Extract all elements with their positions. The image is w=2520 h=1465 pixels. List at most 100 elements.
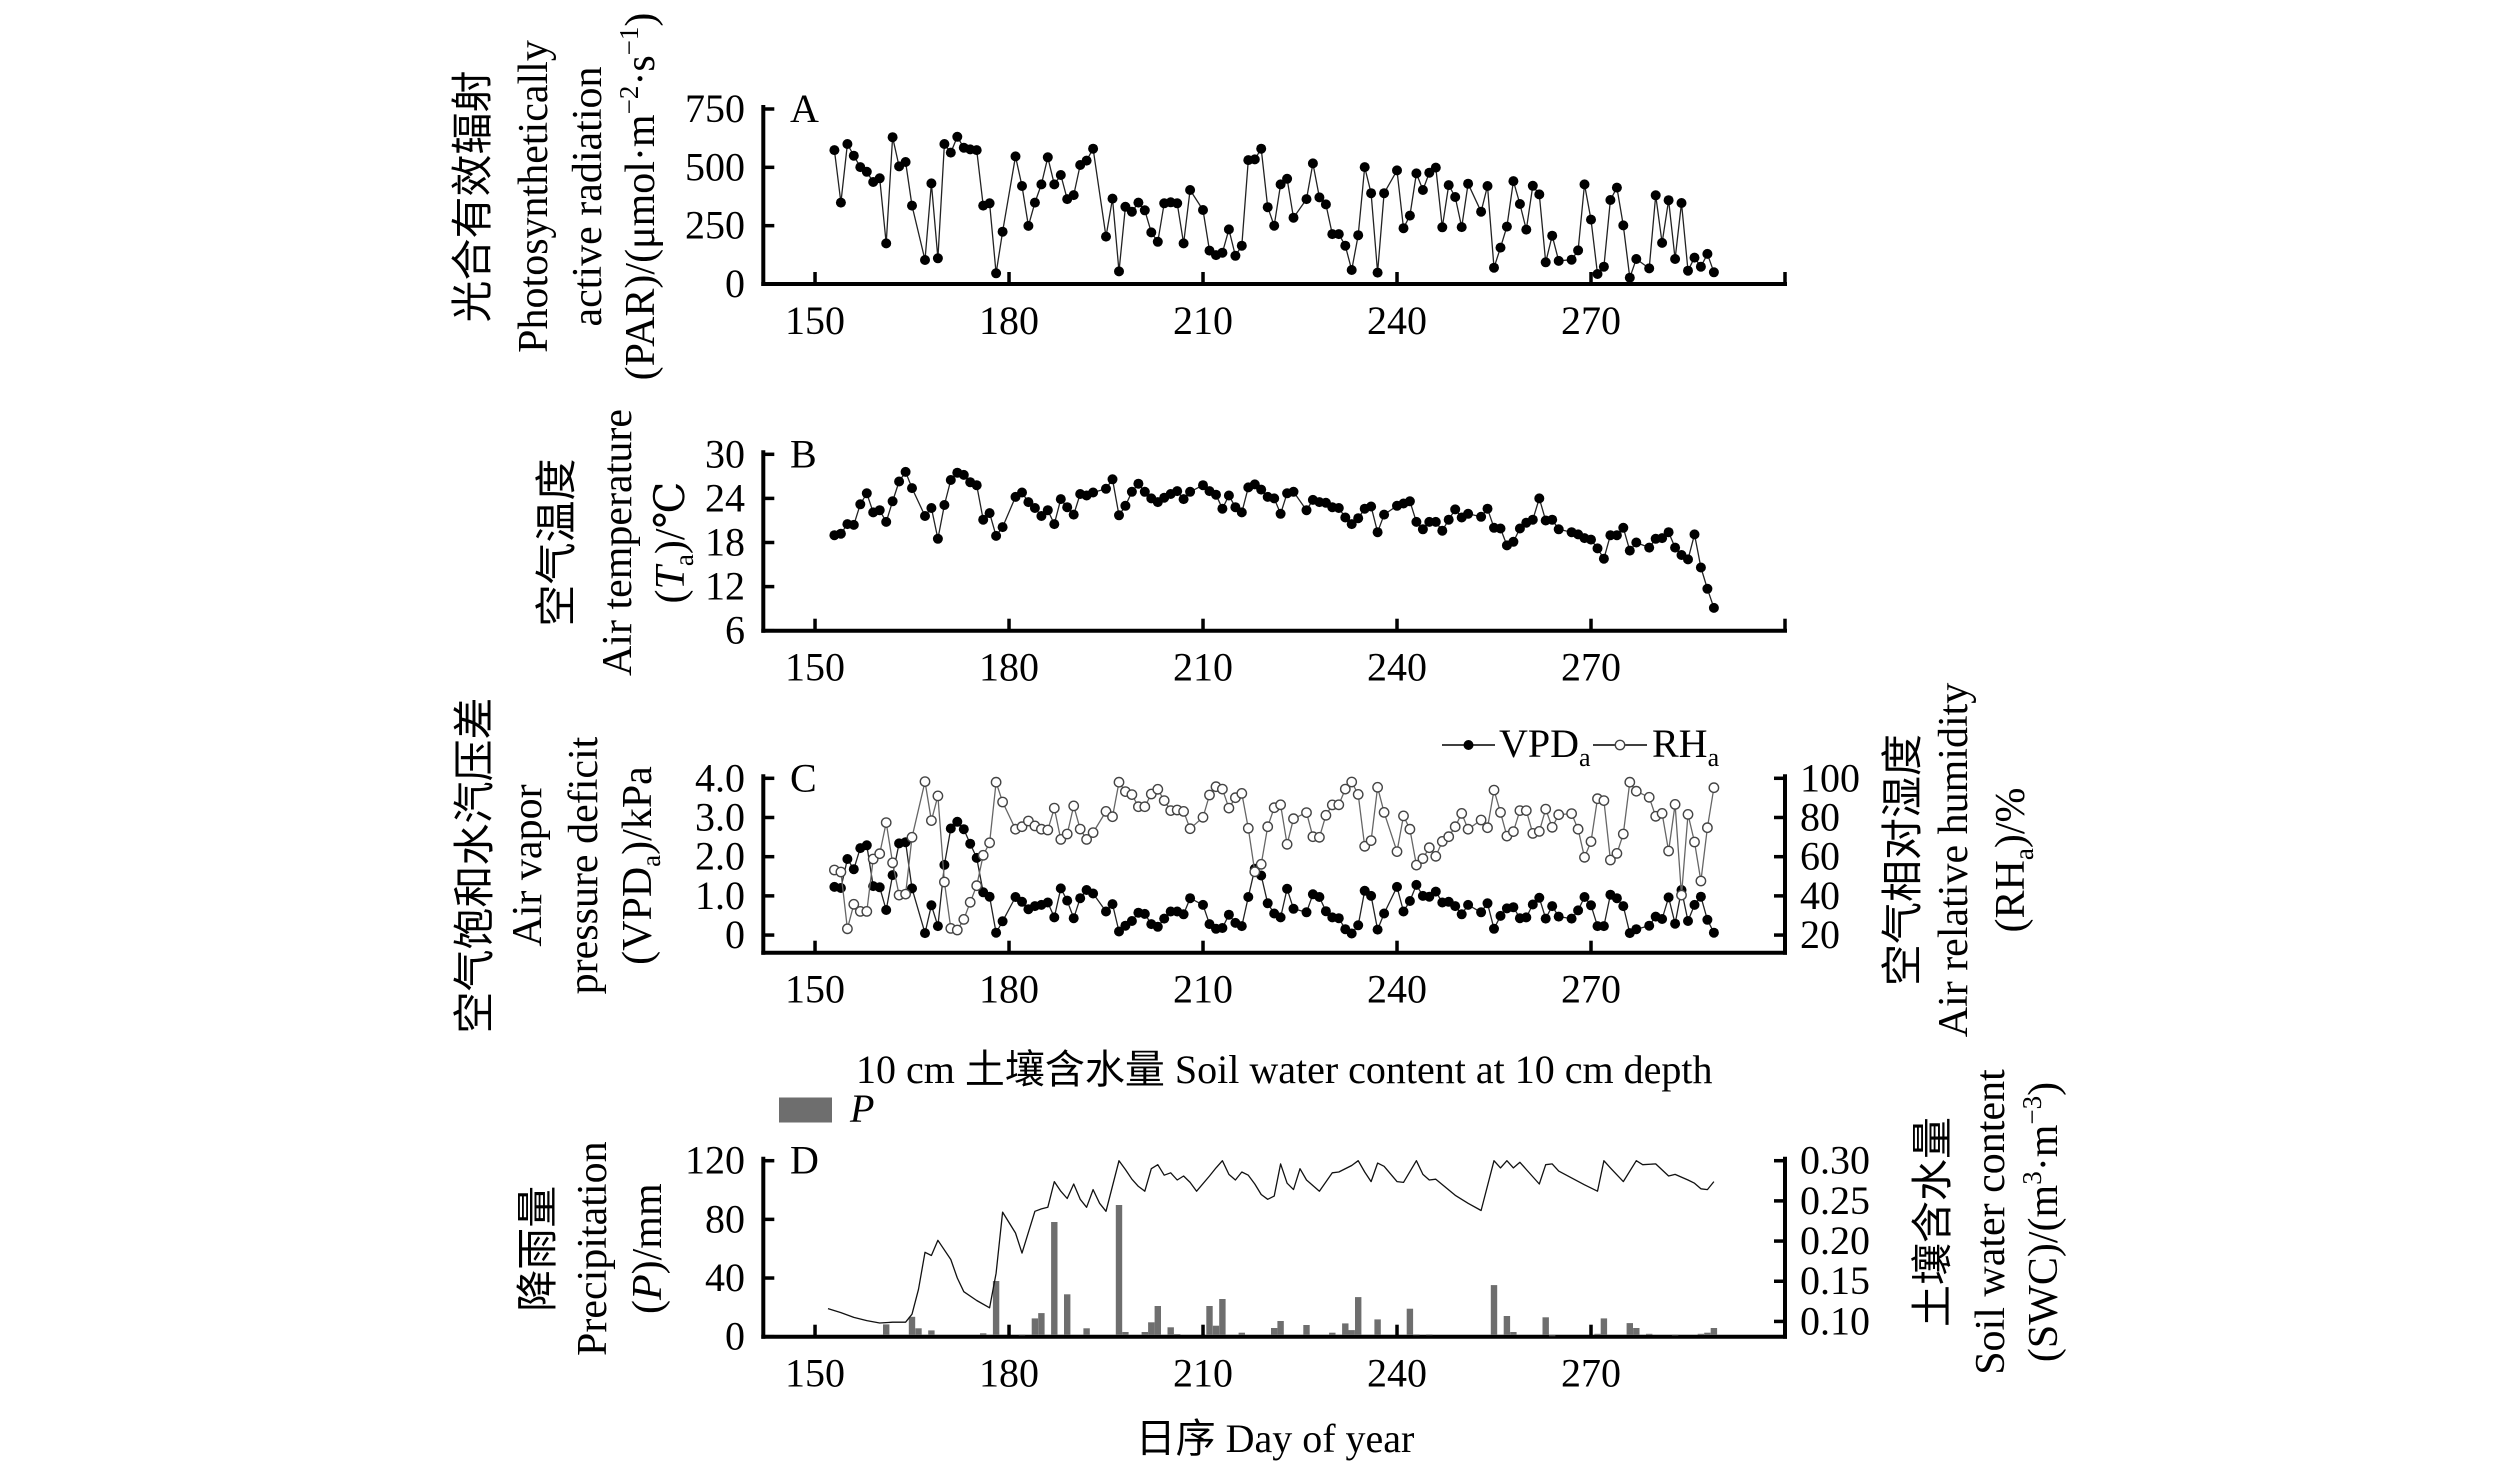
y2-tick-label: 80 [1800,794,1840,839]
data-point-vpd [1282,883,1293,894]
data-point-ta [1256,484,1267,495]
bar-p [1174,1334,1181,1335]
data-point-ta [1366,501,1377,512]
data-point-par [1592,269,1603,279]
text-segment: ( [625,1300,671,1314]
data-point-rh [1572,823,1584,835]
series-p [883,1205,1718,1337]
data-point-par [1618,220,1629,231]
data-point-par [1670,254,1681,264]
data-point-rh [1242,822,1254,834]
data-point-ta [958,469,969,480]
y-axis-title-line: 空气饱和水汽压差 [452,697,499,1033]
data-point-ta [1223,490,1234,501]
text-segment: 空气相对湿度 [1880,734,1927,986]
data-point-ta [1417,524,1428,535]
text-segment: 空气饱和水汽压差 [452,697,499,1033]
data-point-rh [1087,827,1099,838]
data-point-vpd [945,823,956,834]
data-point-ta [848,519,859,530]
data-point-par [1644,263,1655,274]
data-point-ta [1553,524,1564,535]
data-point-rh [1423,842,1435,854]
data-point-rh [1281,838,1293,850]
data-point-vpd [920,928,930,939]
bar-p [1406,1308,1414,1335]
data-point-ta [1411,516,1422,527]
x-tick-label: 270 [1561,1351,1621,1396]
x-tick-label: 270 [1561,645,1621,690]
data-point-vpd [1114,926,1124,937]
y-axis-title-line: Photosynthetically [511,40,557,353]
data-point-vpd [958,824,969,835]
data-point-ta [1598,553,1609,564]
bar-p [1633,1328,1640,1335]
x-tick-label: 150 [785,645,845,690]
data-point-vpd [1631,924,1642,935]
data-point-rh [1520,805,1532,816]
data-point-ta [1689,529,1700,540]
text-segment: 降雨量 [516,1186,562,1312]
bar-p [1646,1333,1653,1335]
bar-p [1348,1330,1355,1335]
data-point-rh [990,776,1002,788]
series-ta [829,466,1719,613]
x-tick-label: 240 [1367,645,1427,690]
bar-p [1510,1332,1517,1335]
text-segment: pressure deficit [561,736,607,994]
bar-p [1167,1327,1174,1335]
series-line-swc [827,1160,1715,1324]
data-point-par [945,147,956,158]
text-segment: a [1579,743,1591,772]
data-point-rh [842,923,853,935]
text-segment: active radiation [565,66,611,326]
data-point-par [1042,152,1053,163]
y-tick-label: 6 [725,608,745,653]
data-point-vpd [1320,906,1331,917]
panel-d: 0 40 80 120 0.100.150.200.250.30 150 180 210 240… [516,1047,2067,1461]
data-point-rh [1462,823,1474,835]
legend-label: VPDa [1499,721,1591,772]
data-point-rh [1708,782,1720,794]
data-point-vpd [1088,888,1099,899]
data-point-rh [1643,791,1655,803]
legend-item-vpd: VPDa [1442,721,1591,772]
data-point-vpd [1159,913,1170,924]
data-point-par [907,200,917,211]
data-point-vpd [1062,895,1073,906]
text-segment: 土壤含水量 [1910,1117,1957,1327]
data-point-vpd [1075,893,1086,904]
y-axis-title-line: (VPDa)/kPa [615,766,666,965]
text-segment: (RH [1988,860,2034,932]
data-point-rh [1352,789,1364,800]
y-axis-title-line: 光合有效辐射 [451,70,497,322]
data-point-vpd [1366,890,1377,901]
data-point-vpd [984,891,995,902]
data-point-par [1631,254,1642,264]
data-point-vpd [1379,908,1390,919]
legend-label: 10 cm 土壤含水量 Soil water content at 10 cm … [856,1047,1713,1092]
x-axis-title: 日序 Day of year [1136,1416,1415,1461]
data-point-par [926,178,937,189]
data-point-vpd [1223,909,1234,920]
data-point-par [1249,154,1260,165]
data-point-vpd [835,883,846,893]
data-point-vpd [1398,906,1409,917]
data-point-ta [887,496,898,507]
x-tick-label: 240 [1367,967,1427,1012]
data-point-rh [1475,814,1487,826]
legend-item-swc: 10 cm 土壤含水量 Soil water content at 10 cm … [856,1047,1713,1092]
text-segment: ·m [2021,1124,2067,1171]
data-point-ta [1055,494,1066,505]
y-tick-label: 2.0 [695,834,745,879]
data-point-vpd [1353,920,1364,931]
y-tick-label: 18 [705,520,745,565]
y-tick-label: 4.0 [695,755,745,800]
data-point-rh [1482,822,1493,834]
y-tick-label: 1.0 [695,873,745,918]
text-segment: Photosynthetically [511,40,557,353]
data-point-ta [1353,513,1364,524]
data-point-par [1392,165,1402,176]
data-point-vpd [874,882,885,893]
data-point-par [1146,227,1157,238]
